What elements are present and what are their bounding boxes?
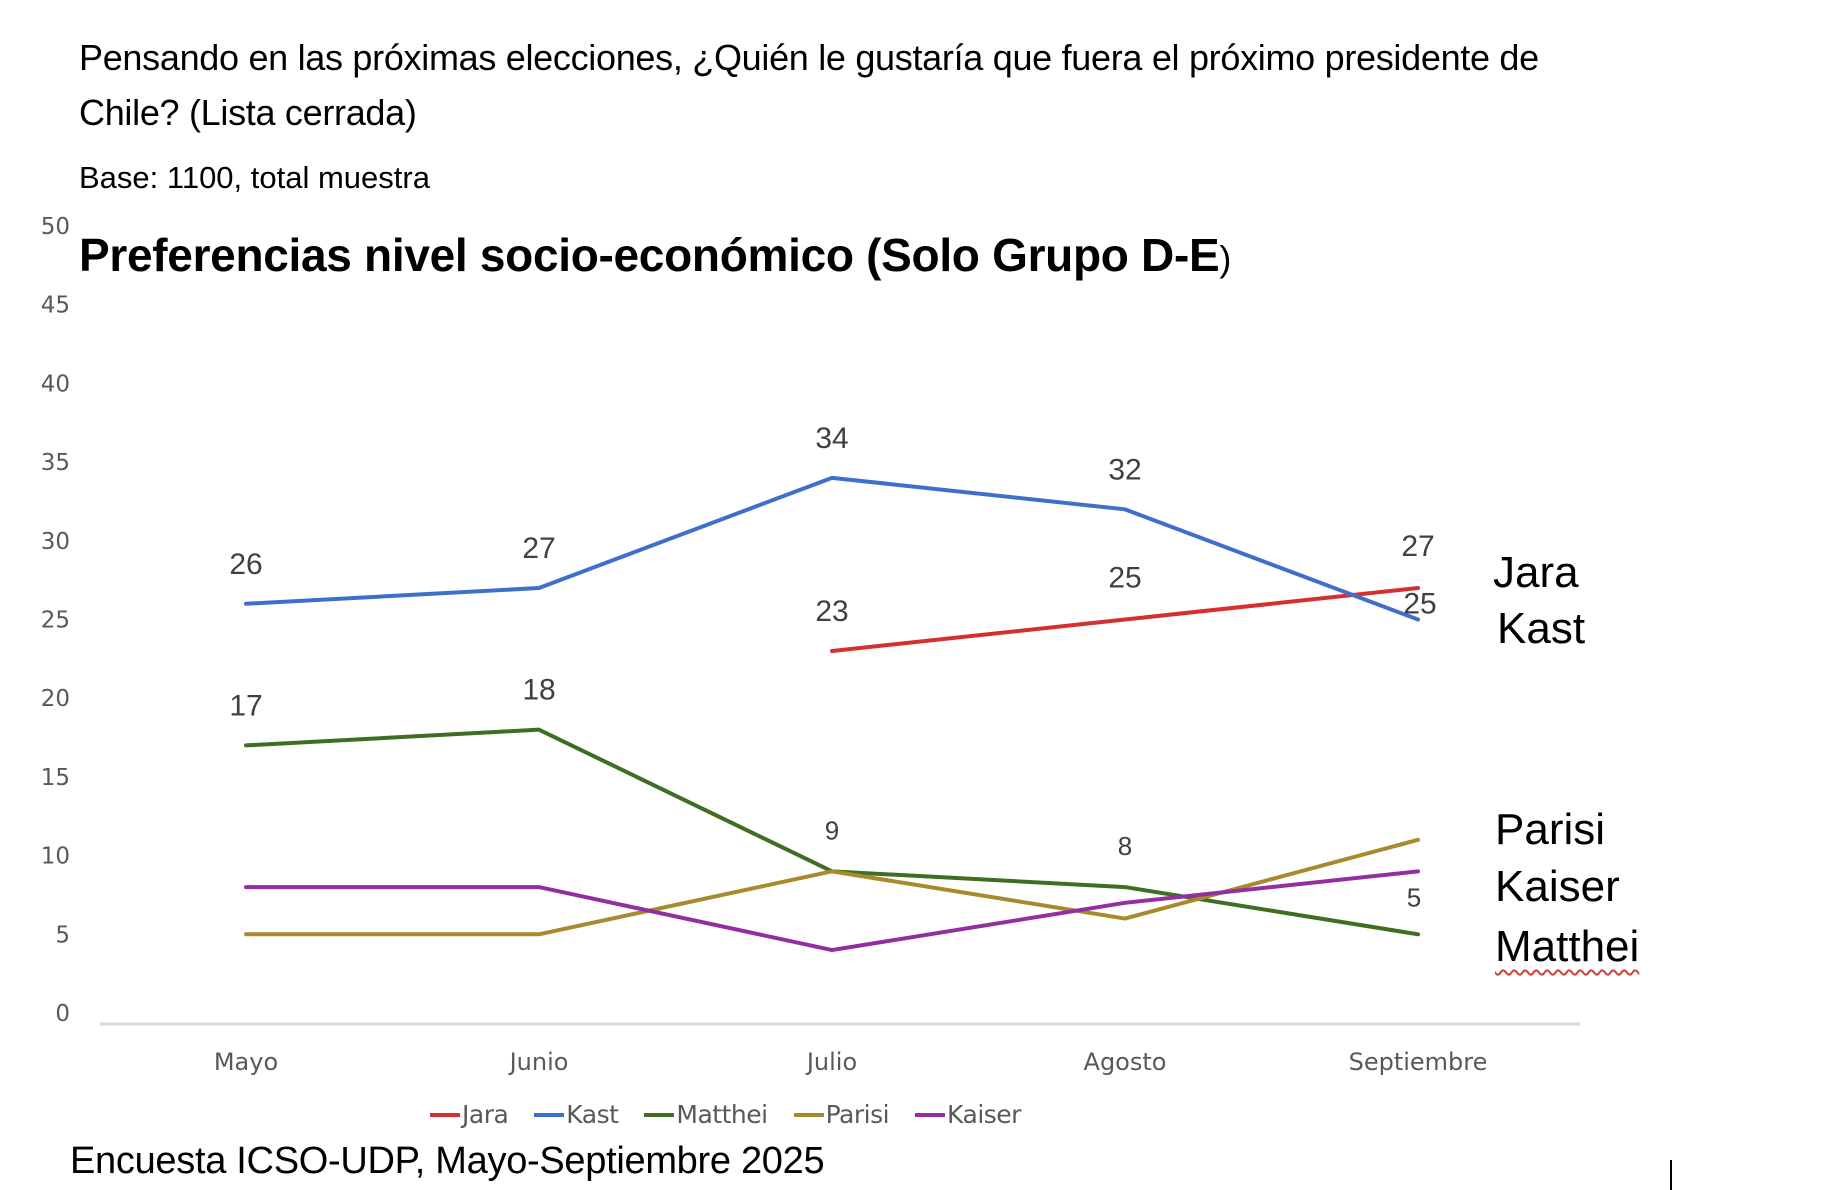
series-lines: [244, 475, 1420, 953]
legend-label: Kaiser: [947, 1100, 1021, 1129]
chart-title: Preferencias nivel socio-económico (Solo…: [79, 228, 1231, 282]
legend-swatch: [915, 1112, 946, 1117]
legend-swatch: [534, 1112, 565, 1117]
annotation-jara: Jara: [1493, 548, 1579, 597]
y-tick-label: 30: [41, 529, 70, 555]
x-category-label: Agosto: [1084, 1048, 1167, 1076]
y-tick-label: 35: [41, 450, 70, 476]
y-tick-label: 5: [55, 922, 70, 948]
data-label-matthei: 17: [229, 689, 262, 722]
legend-item-kaiser: Kaiser: [915, 1100, 1021, 1129]
data-label-matthei: 18: [522, 674, 555, 707]
annotation-parisi: Parisi: [1495, 805, 1606, 854]
x-category-label: Mayo: [214, 1048, 278, 1076]
x-category-label: Julio: [805, 1048, 857, 1076]
annotation-kaiser: Kaiser: [1495, 862, 1620, 911]
survey-question: Pensando en las próximas elecciones, ¿Qu…: [79, 37, 1539, 133]
y-tick-label: 0: [55, 1001, 70, 1027]
data-label-kast: 25: [1403, 588, 1436, 621]
y-axis-ticks: 0 5 10 15 20 25 30 35 40 45 50: [41, 214, 70, 1027]
series-line-kaiser: [244, 869, 1420, 953]
y-tick-label: 10: [41, 844, 70, 870]
legend-swatch: [644, 1112, 675, 1117]
legend-label: Jara: [462, 1100, 509, 1129]
source-note: Encuesta ICSO-UDP, Mayo-Septiembre 2025: [70, 1140, 825, 1182]
data-label-kast: 34: [815, 422, 848, 455]
text-cursor: [1670, 1160, 1672, 1190]
y-tick-label: 25: [41, 608, 70, 634]
legend-item-matthei: Matthei: [644, 1100, 768, 1129]
annotation-kast: Kast: [1497, 604, 1586, 653]
chart-legend: Jara Kast Matthei Parisi Kaiser: [430, 1100, 1021, 1129]
legend-label: Parisi: [825, 1100, 890, 1129]
x-category-label: Junio: [508, 1048, 569, 1076]
data-label-matthei: 5: [1407, 882, 1421, 912]
series-line-kast: [244, 475, 1420, 622]
data-label-kast: 32: [1108, 453, 1141, 486]
annotation-matthei: Matthei: [1495, 922, 1640, 971]
series-line-jara: [830, 586, 1420, 653]
x-category-label: Septiembre: [1349, 1048, 1488, 1076]
x-axis-categories: Mayo Junio Julio Agosto Septiembre: [214, 1048, 1488, 1076]
data-label-matthei: 9: [825, 815, 839, 845]
legend-swatch: [430, 1112, 460, 1117]
data-label-jara: 23: [815, 595, 848, 628]
legend-label: Matthei: [676, 1100, 768, 1129]
legend-item-kast: Kast: [534, 1100, 619, 1129]
y-tick-label: 15: [41, 765, 70, 791]
legend-item-parisi: Parisi: [793, 1100, 890, 1129]
data-label-kast: 26: [229, 548, 262, 581]
legend-item-jara: Jara: [430, 1100, 509, 1129]
data-label-jara: 25: [1108, 562, 1141, 595]
legend-swatch: [793, 1112, 824, 1117]
data-label-kast: 27: [522, 532, 555, 565]
y-tick-label: 20: [41, 686, 70, 712]
data-labels: 23 25 27 26 27 34 32 25 17 18 9 8 5: [229, 422, 1436, 912]
y-tick-label: 50: [41, 214, 70, 240]
data-label-matthei: 8: [1118, 831, 1132, 861]
y-tick-label: 40: [41, 371, 70, 397]
chart-title-suffix: ): [1219, 238, 1232, 279]
chart-title-text: Preferencias nivel socio-económico (Solo…: [79, 229, 1220, 281]
legend-label: Kast: [566, 1100, 619, 1129]
y-tick-label: 45: [41, 293, 70, 319]
sample-base: Base: 1100, total muestra: [79, 160, 430, 195]
data-label-jara: 27: [1401, 530, 1434, 563]
